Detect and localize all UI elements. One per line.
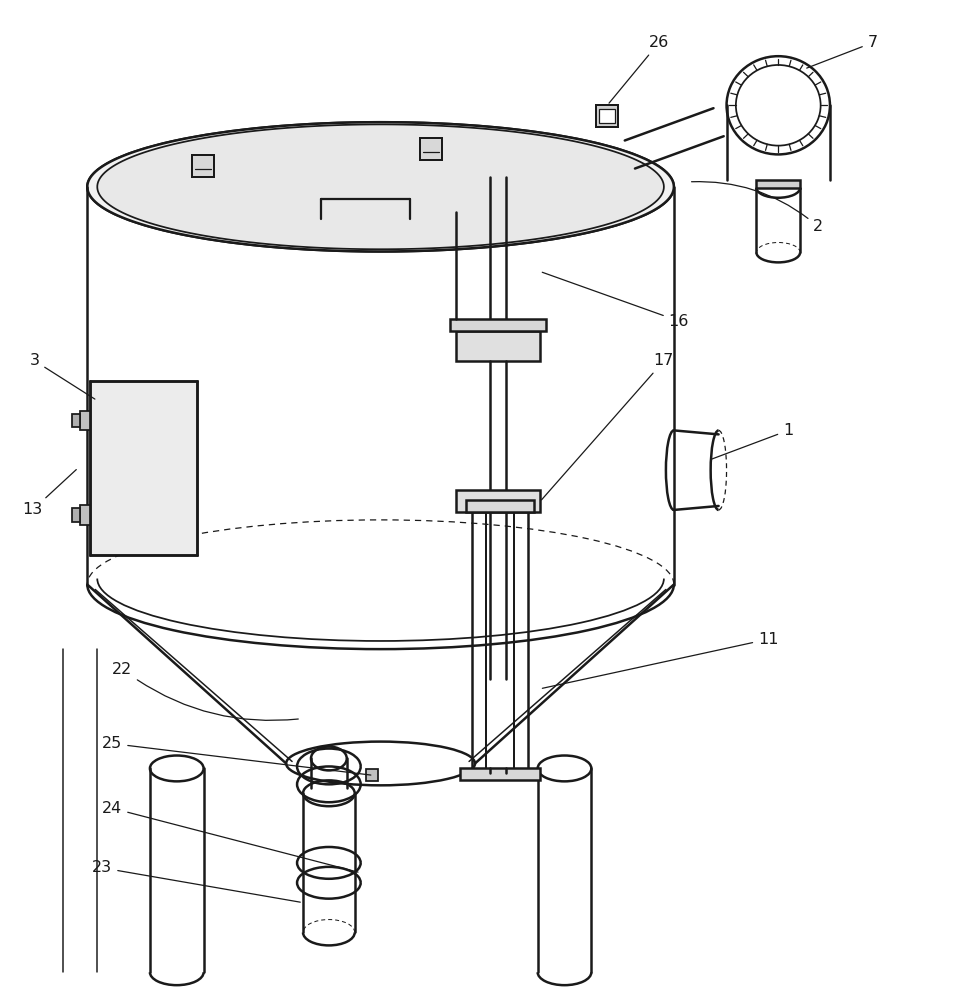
Polygon shape [467, 500, 534, 512]
Polygon shape [757, 180, 800, 188]
Text: 13: 13 [22, 470, 77, 517]
Polygon shape [90, 381, 196, 555]
Text: 3: 3 [30, 353, 95, 399]
Polygon shape [421, 138, 443, 160]
Polygon shape [450, 319, 546, 331]
Polygon shape [460, 768, 539, 780]
Polygon shape [596, 105, 618, 127]
Text: 25: 25 [102, 736, 371, 775]
Polygon shape [456, 490, 539, 512]
Text: 23: 23 [92, 860, 300, 902]
Text: 24: 24 [102, 801, 358, 872]
Text: 1: 1 [711, 423, 793, 459]
Text: 22: 22 [112, 662, 298, 720]
Polygon shape [192, 155, 214, 177]
Polygon shape [600, 109, 615, 123]
Text: 11: 11 [542, 632, 779, 688]
Polygon shape [98, 124, 664, 249]
Text: 16: 16 [542, 272, 689, 329]
Text: 26: 26 [609, 35, 669, 103]
Polygon shape [73, 508, 80, 522]
Text: 7: 7 [807, 35, 878, 68]
Polygon shape [366, 769, 377, 781]
Polygon shape [80, 505, 90, 525]
Polygon shape [87, 122, 673, 251]
Polygon shape [80, 411, 90, 430]
Text: 17: 17 [541, 353, 674, 500]
Polygon shape [456, 331, 539, 361]
Polygon shape [73, 414, 80, 427]
Text: 2: 2 [692, 182, 823, 234]
